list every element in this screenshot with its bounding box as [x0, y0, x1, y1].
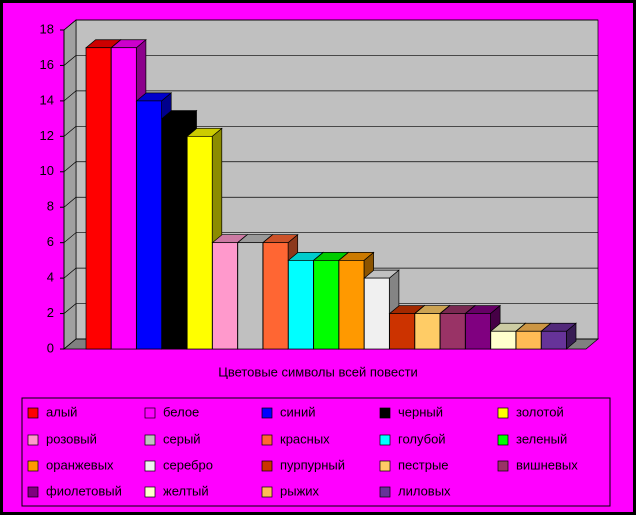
- bar: [212, 242, 238, 350]
- y-tick-label: 16: [40, 57, 54, 72]
- legend-label: лиловых: [398, 483, 451, 498]
- legend-swatch: [497, 434, 509, 446]
- y-tick-label: 8: [47, 199, 54, 214]
- bar: [136, 100, 162, 350]
- grid-line: [63, 161, 598, 173]
- legend-swatch: [261, 434, 273, 446]
- bar: [288, 260, 314, 350]
- legend-label: фиолетовый: [46, 483, 122, 498]
- legend-swatch: [497, 460, 509, 472]
- legend-label: розовый: [46, 431, 97, 446]
- bar: [389, 313, 415, 350]
- bar: [313, 260, 340, 350]
- legend-swatch: [27, 486, 39, 498]
- legend-swatch: [261, 486, 273, 498]
- y-tick-label: 2: [47, 305, 54, 320]
- bar: [541, 330, 567, 350]
- bar: [237, 242, 264, 350]
- legend-swatch: [497, 407, 509, 419]
- bar: [161, 118, 188, 350]
- y-tick-label: 18: [40, 21, 54, 36]
- legend-swatch: [144, 407, 156, 419]
- legend-swatch: [144, 486, 156, 498]
- bar: [186, 135, 213, 350]
- legend-label: желтый: [163, 483, 209, 498]
- bar: [515, 330, 542, 350]
- bar: [414, 313, 441, 350]
- x-axis-label: Цветовые символы всей повести: [218, 364, 418, 379]
- bar: [85, 47, 112, 350]
- legend-label: золотой: [516, 404, 564, 419]
- legend-swatch: [144, 434, 156, 446]
- y-tick-label: 0: [47, 340, 54, 355]
- grid-line: [63, 196, 598, 208]
- y-tick-label: 12: [40, 128, 54, 143]
- bar: [110, 47, 137, 350]
- y-tick-label: 10: [40, 163, 54, 178]
- legend-label: рыжих: [280, 483, 320, 498]
- y-tick-label: 6: [47, 234, 54, 249]
- bar: [490, 330, 517, 350]
- legend-swatch: [261, 407, 273, 419]
- legend-label: черный: [398, 404, 443, 419]
- grid-line: [63, 90, 598, 102]
- grid-line: [63, 19, 598, 31]
- legend-label: белое: [163, 404, 199, 419]
- bar: [465, 313, 491, 350]
- grid-line: [63, 267, 598, 279]
- legend-label: вишневых: [516, 457, 578, 472]
- legend-swatch: [27, 460, 39, 472]
- legend-label: пурпурный: [280, 457, 345, 472]
- legend-label: оранжевых: [46, 457, 114, 472]
- grid-line: [63, 232, 598, 243]
- legend-label: серый: [163, 431, 201, 446]
- legend-swatch: [379, 460, 391, 472]
- legend-swatch: [27, 407, 39, 419]
- legend: [21, 397, 611, 507]
- bar: [262, 242, 289, 350]
- side-wall: [63, 19, 77, 350]
- legend-swatch: [379, 486, 391, 498]
- grid-line: [63, 55, 598, 66]
- grid-line: [63, 125, 598, 137]
- legend-swatch: [261, 460, 273, 472]
- legend-swatch: [144, 460, 156, 472]
- legend-label: красных: [280, 431, 330, 446]
- bar: [363, 277, 390, 350]
- legend-label: алый: [46, 404, 77, 419]
- legend-label: зеленый: [516, 431, 567, 446]
- legend-label: пестрые: [398, 457, 449, 472]
- legend-swatch: [379, 434, 391, 446]
- legend-label: серебро: [163, 457, 213, 472]
- legend-label: синий: [280, 404, 315, 419]
- bar: [439, 313, 466, 350]
- y-tick-label: 4: [47, 270, 54, 285]
- legend-label: голубой: [398, 431, 446, 446]
- legend-swatch: [27, 434, 39, 446]
- y-tick-label: 14: [40, 92, 54, 107]
- legend-swatch: [379, 407, 391, 419]
- grid-line: [63, 303, 598, 314]
- bar: [338, 260, 365, 350]
